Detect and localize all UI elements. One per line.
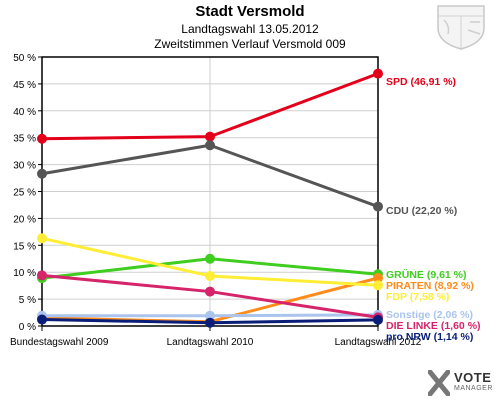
y-tick-label: 35 %	[13, 134, 36, 145]
x-tick-label: Landtagswahl 2010	[167, 337, 254, 348]
data-point	[373, 280, 383, 291]
series-end-label: PIRATEN (8,92 %)	[386, 280, 474, 292]
logo-text-manager: MANAGER	[454, 385, 493, 392]
data-point	[205, 270, 215, 281]
data-point	[205, 317, 215, 328]
series-end-label: SPD (46,91 %)	[386, 76, 456, 88]
data-point	[373, 273, 383, 284]
data-point	[373, 68, 383, 79]
y-tick-label: 40 %	[13, 107, 36, 118]
chart-subtitle-district: Zweitstimmen Verlauf Versmold 009	[154, 37, 346, 51]
x-tick-label: Landtagswahl 2012	[335, 337, 422, 348]
data-point	[205, 131, 215, 142]
data-point	[205, 310, 215, 321]
series-end-label: FDP (7,58 %)	[386, 291, 449, 303]
chart-subtitle-election: Landtagswahl 13.05.2012	[181, 22, 319, 36]
chart-title: Stadt Versmold	[195, 3, 305, 20]
data-point	[37, 133, 47, 144]
data-point	[205, 140, 215, 151]
data-point	[37, 233, 47, 244]
y-tick-label: 20 %	[13, 214, 36, 225]
series-end-label: CDU (22,20 %)	[386, 205, 457, 217]
y-tick-label: 0 %	[19, 322, 36, 333]
data-point	[373, 201, 383, 212]
logo-text-vote: VOTE	[454, 370, 492, 385]
y-tick-label: 15 %	[13, 241, 36, 252]
y-tick-label: 5 %	[19, 295, 36, 306]
data-point	[37, 270, 47, 281]
y-tick-label: 10 %	[13, 268, 36, 279]
coat-of-arms-icon	[437, 5, 485, 50]
data-point	[37, 168, 47, 179]
y-tick-label: 25 %	[13, 188, 36, 199]
y-tick-label: 45 %	[13, 80, 36, 91]
series-end-label: Sonstige (2,06 %)	[386, 309, 473, 321]
x-tick-label: Bundestagswahl 2009	[10, 337, 109, 348]
data-point	[205, 286, 215, 297]
y-tick-label: 50 %	[13, 53, 36, 64]
x-mark-icon	[428, 370, 450, 396]
data-point	[205, 253, 215, 264]
y-tick-label: 30 %	[13, 161, 36, 172]
series-end-label: pro NRW (1,14 %)	[386, 331, 473, 343]
series-end-label: GRÜNE (9,61 %)	[386, 268, 467, 281]
data-point	[37, 314, 47, 325]
data-point	[373, 314, 383, 325]
series-end-label: DIE LINKE (1,60 %)	[386, 320, 481, 332]
